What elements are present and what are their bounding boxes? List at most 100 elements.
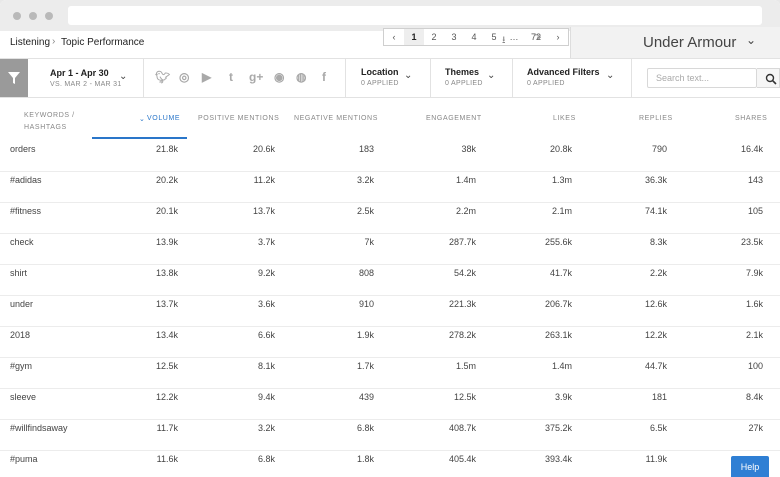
- breadcrumb-listening[interactable]: Listening: [10, 37, 51, 48]
- pager-page-2[interactable]: 2: [431, 32, 437, 42]
- table-row[interactable]: #fitness 20.1k 13.7k 2.5k 2.2m 2.1m 74.1k 105: [0, 203, 780, 234]
- engagement-cell: 2.2m: [455, 206, 476, 216]
- col-replies-header[interactable]: REPLIES: [639, 115, 673, 122]
- engagement-cell: 1.5m: [455, 361, 476, 371]
- share-icon[interactable]: ↷: [533, 33, 542, 44]
- table-row[interactable]: #gym 12.5k 8.1k 1.7k 1.5m 1.4m 44.7k 100: [0, 358, 780, 389]
- chevron-down-icon[interactable]: ⌄: [404, 70, 413, 81]
- volume-cell: 13.9k: [155, 237, 178, 247]
- brand-name: Under Armour: [643, 34, 737, 51]
- sort-desc-icon: ⌄: [139, 116, 146, 123]
- keyword-cell[interactable]: under: [10, 299, 34, 309]
- download-icon[interactable]: ⭳: [502, 35, 506, 46]
- shares-cell: 1.6k: [745, 299, 763, 309]
- pager-page-1[interactable]: 1: [404, 29, 424, 45]
- keyword-cell[interactable]: #willfindsaway: [10, 423, 68, 433]
- breadcrumb-topic-performance: Topic Performance: [61, 37, 145, 48]
- address-bar[interactable]: [68, 6, 762, 25]
- likes-cell: 20.8k: [549, 144, 572, 154]
- replies-cell: 12.2k: [644, 330, 667, 340]
- advanced-filters-label[interactable]: Advanced Filters: [527, 67, 600, 77]
- col-volume-header[interactable]: VOLUME: [147, 115, 181, 122]
- likes-cell: 206.7k: [544, 299, 572, 309]
- keyword-cell[interactable]: #gym: [10, 361, 33, 371]
- engagement-cell: 221.3k: [448, 299, 476, 309]
- themes-filter-count: 0 APPLIED: [445, 80, 483, 87]
- filter-toggle-button[interactable]: [0, 59, 28, 97]
- col-engagement-header[interactable]: ENGAGEMENT: [426, 115, 482, 122]
- twitter-icon[interactable]: 🐦︎: [155, 70, 171, 84]
- youtube-icon[interactable]: ▶: [202, 70, 212, 84]
- negative-cell: 3.2k: [356, 175, 374, 185]
- likes-cell: 2.1m: [551, 206, 572, 216]
- pager-next-button[interactable]: ›: [556, 32, 560, 42]
- likes-cell: 1.4m: [551, 361, 572, 371]
- browser-chrome: [0, 0, 780, 31]
- minimize-window-dot[interactable]: [29, 12, 37, 20]
- col-positive-header[interactable]: POSITIVE MENTIONS: [198, 115, 280, 122]
- table-row[interactable]: sleeve 12.2k 9.4k 439 12.5k 3.9k 181 8.4k: [0, 389, 780, 420]
- pager-page-4[interactable]: 4: [471, 32, 477, 42]
- keyword-cell[interactable]: #adidas: [10, 175, 42, 185]
- col-negative-header[interactable]: NEGATIVE MENTIONS: [294, 115, 378, 122]
- keyword-cell[interactable]: check: [10, 237, 34, 247]
- keyword-cell[interactable]: orders: [10, 144, 36, 154]
- table-row[interactable]: shirt 13.8k 9.2k 808 54.2k 41.7k 2.2k 7.9k: [0, 265, 780, 296]
- divider: [631, 59, 632, 97]
- location-filter-label[interactable]: Location: [361, 67, 399, 77]
- keyword-cell[interactable]: sleeve: [10, 392, 37, 402]
- pager-page-3[interactable]: 3: [451, 32, 457, 42]
- search-button[interactable]: [757, 68, 780, 88]
- positive-cell: 3.6k: [257, 299, 275, 309]
- chevron-down-icon[interactable]: ⌄: [119, 71, 128, 82]
- date-range[interactable]: Apr 1 - Apr 30: [50, 68, 109, 78]
- replies-cell: 11.9k: [645, 454, 667, 464]
- close-window-dot[interactable]: [13, 12, 21, 20]
- table-row[interactable]: under 13.7k 3.6k 910 221.3k 206.7k 12.6k 1.6k: [0, 296, 780, 327]
- engagement-cell: 38k: [461, 144, 476, 154]
- web-icon[interactable]: ◍: [296, 70, 307, 84]
- facebook-icon[interactable]: f: [322, 70, 326, 84]
- maximize-window-dot[interactable]: [45, 12, 53, 20]
- chevron-down-icon[interactable]: ⌄: [606, 70, 615, 81]
- table-row[interactable]: #adidas 20.2k 11.2k 3.2k 1.4m 1.3m 36.3k 143: [0, 172, 780, 203]
- chevron-down-icon[interactable]: ⌄: [487, 70, 496, 81]
- brand-selector[interactable]: Under Armour ⌄: [570, 27, 780, 58]
- themes-filter-label[interactable]: Themes: [445, 67, 480, 77]
- divider: [430, 59, 431, 97]
- col-likes-header[interactable]: LIKES: [553, 115, 576, 122]
- negative-cell: 910: [358, 299, 374, 309]
- pager-prev-button[interactable]: ‹: [392, 32, 396, 42]
- keyword-cell[interactable]: shirt: [10, 268, 28, 278]
- keyword-cell[interactable]: 2018: [10, 330, 31, 340]
- search-input[interactable]: Search text...: [647, 68, 757, 88]
- keyword-cell[interactable]: #puma: [10, 454, 38, 464]
- table-row[interactable]: #puma 11.6k 6.8k 1.8k 405.4k 393.4k 11.9k: [0, 451, 780, 477]
- instagram-icon[interactable]: ◎: [179, 70, 190, 84]
- col-keyword-header[interactable]: KEYWORDS / HASHTAGS: [24, 112, 75, 131]
- table-row[interactable]: orders 21.8k 20.6k 183 38k 20.8k 790 16.4k: [0, 141, 780, 172]
- chevron-down-icon: ⌄: [746, 33, 757, 47]
- breadcrumb-separator-icon: ›: [52, 36, 56, 47]
- pager-page-5[interactable]: 5: [491, 32, 497, 42]
- replies-cell: 2.2k: [649, 268, 667, 278]
- volume-cell: 13.7k: [155, 299, 178, 309]
- tumblr-icon[interactable]: t: [229, 70, 233, 84]
- filter-toolbar: Apr 1 - Apr 30 VS. MAR 2 - MAR 31 ⌄ 🐦︎ ◎…: [0, 58, 780, 98]
- volume-cell: 13.8k: [155, 268, 178, 278]
- help-button[interactable]: Help: [731, 456, 769, 477]
- negative-cell: 6.8k: [356, 423, 374, 433]
- keyword-cell[interactable]: #fitness: [10, 206, 42, 216]
- search-placeholder: Search text...: [656, 73, 710, 83]
- table-row[interactable]: 2018 13.4k 6.6k 1.9k 278.2k 263.1k 12.2k 2.1k: [0, 327, 780, 358]
- col-shares-header[interactable]: SHARES: [735, 115, 768, 122]
- replies-cell: 44.7k: [644, 361, 667, 371]
- pager-page-72[interactable]: 72: [530, 32, 541, 42]
- volume-cell: 12.2k: [155, 392, 178, 402]
- likes-cell: 41.7k: [549, 268, 572, 278]
- reddit-icon[interactable]: ◉: [274, 70, 285, 84]
- table-row[interactable]: check 13.9k 3.7k 7k 287.7k 255.6k 8.3k 23.5k: [0, 234, 780, 265]
- table-row[interactable]: #willfindsaway 11.7k 3.2k 6.8k 408.7k 375.2k 6…: [0, 420, 780, 451]
- google-plus-icon[interactable]: g+: [249, 70, 264, 84]
